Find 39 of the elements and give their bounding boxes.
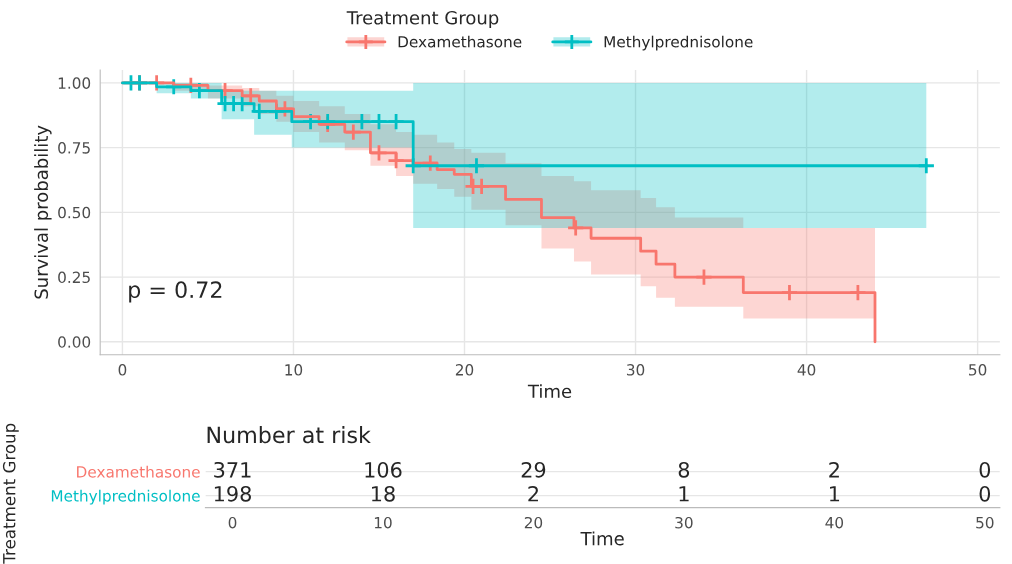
legend-title: Treatment Group [346, 10, 499, 29]
data-label: 106 [365, 461, 402, 478]
y-axis-title: Survival probability [34, 125, 52, 299]
x-tick-label: 40 [825, 516, 844, 529]
data-label: 1 [830, 486, 840, 502]
x-tick-label: 20 [455, 364, 474, 376]
x-axis-title: Time [527, 384, 572, 399]
x-tick-label: 50 [969, 364, 987, 376]
x-axis-title: Time [580, 531, 624, 546]
x-tick-label: 20 [524, 516, 543, 529]
annotation: p = 0.72 [129, 281, 222, 303]
data-label: 198 [214, 485, 251, 502]
data-label: 8 [678, 461, 690, 478]
y-tick-label: 1.00 [58, 77, 91, 89]
x-tick-label: 30 [675, 516, 693, 529]
legend-label: Methylprednisolone [604, 35, 753, 51]
y-tick-label: 0.00 [58, 336, 91, 348]
x-tick-label: 40 [797, 364, 816, 376]
y-tick-label: 0.50 [58, 206, 91, 219]
data-label: 29 [521, 461, 546, 478]
data-label: 0 [979, 485, 991, 502]
x-tick-label: 10 [285, 364, 303, 376]
data-label: 2 [528, 485, 538, 502]
x-tick-label: 10 [374, 516, 392, 529]
y-axis-title: Treatment Group [2, 423, 19, 564]
y-tick-label: 0.75 [58, 142, 90, 154]
x-tick-label: 0 [228, 516, 237, 529]
chart-title: Number at risk [207, 426, 371, 444]
data-label: 2 [829, 461, 839, 478]
legend-label: Dexamethasone [398, 35, 522, 48]
data-label: 1 [679, 486, 689, 502]
data-label: 18 [372, 485, 395, 502]
x-tick-label: 50 [976, 516, 994, 529]
x-tick-label: 0 [118, 364, 127, 376]
data-label: 371 [214, 461, 251, 478]
data-label: 0 [979, 461, 991, 478]
x-tick-label: 30 [626, 364, 645, 376]
y-tick-label: 0.25 [58, 271, 90, 284]
y-tick-label: Methylprednisolone [51, 489, 200, 505]
